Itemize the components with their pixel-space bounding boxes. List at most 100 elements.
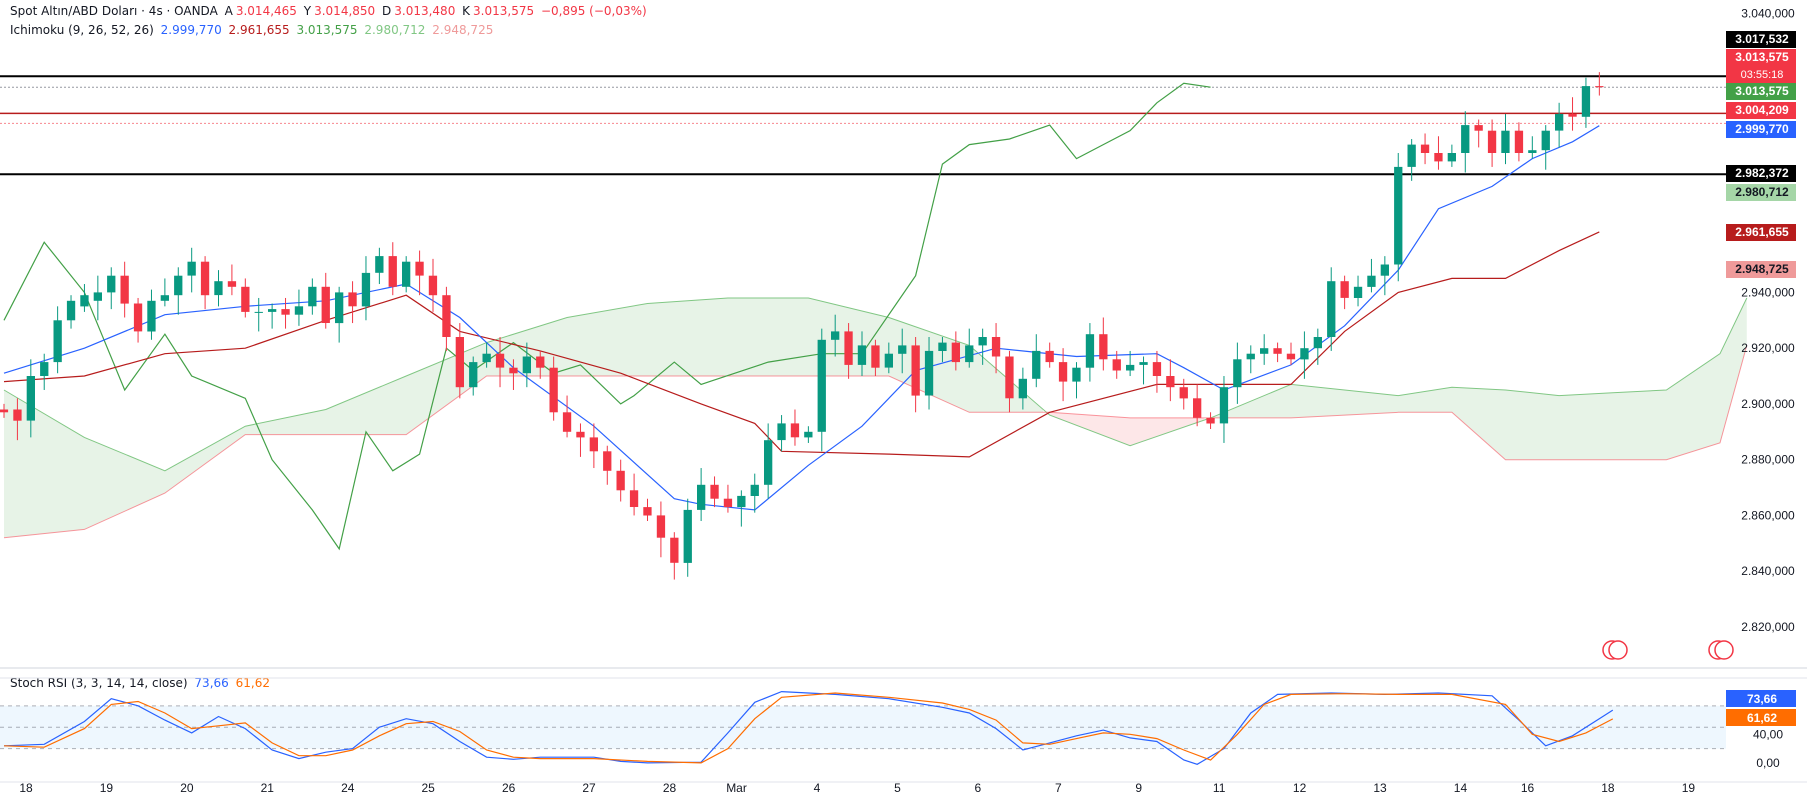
candle-body — [603, 451, 612, 471]
candle-body — [790, 423, 800, 438]
time-axis-tick: 19 — [100, 781, 114, 795]
candle-body — [133, 303, 143, 332]
time-axis-tick: 18 — [1601, 781, 1615, 795]
stoch-value-badge — [1726, 690, 1796, 707]
candle-body — [1528, 150, 1537, 153]
candle-body — [93, 292, 102, 301]
candle-body — [1367, 275, 1376, 287]
candle-body — [737, 495, 746, 508]
candle-body — [308, 286, 317, 307]
high-label: Y — [303, 4, 312, 18]
candle-body — [1568, 113, 1577, 117]
stoch-legend[interactable]: Stoch RSI (3, 3, 14, 14, close) 73,66 61… — [10, 676, 273, 690]
candle-body — [1246, 353, 1255, 360]
time-axis-tick: 16 — [1521, 781, 1535, 795]
price-label-badge — [1726, 261, 1796, 278]
open-value: 3.014,465 — [235, 4, 297, 18]
candle-body — [227, 281, 237, 287]
price-label-text: 2.999,770 — [1735, 122, 1789, 136]
ichimoku-legend[interactable]: Ichimoku (9, 26, 52, 26) 2.999,770 2.961… — [10, 23, 496, 37]
change-value: −0,895 (−0,03%) — [540, 4, 647, 18]
time-axis-tick: 26 — [502, 781, 516, 795]
candle-body — [1032, 350, 1041, 379]
candle-body — [656, 515, 666, 538]
price-label-text: 3.004,209 — [1735, 103, 1789, 117]
candle-body — [750, 484, 759, 496]
price-label-text: 3.013,575 — [1735, 84, 1789, 98]
stoch-axis-tick: 40,00 — [1753, 727, 1783, 741]
candle-body — [978, 337, 987, 346]
candle-body — [965, 345, 974, 363]
event-flag-icon — [1602, 640, 1628, 660]
candle-body — [1501, 130, 1510, 153]
candle-body — [241, 286, 250, 312]
candle-body — [1420, 144, 1430, 153]
candle-body — [589, 437, 598, 452]
candle-body — [1273, 348, 1282, 354]
candle-body — [871, 345, 880, 368]
candle-body — [817, 339, 826, 432]
candle-body — [1085, 334, 1095, 368]
candle-body — [402, 261, 411, 287]
candle-body — [764, 440, 773, 485]
candle-body — [26, 376, 35, 421]
candle-body — [1514, 130, 1524, 153]
candle-body — [1206, 417, 1215, 424]
price-axis-tick: 2.820,000 — [1741, 620, 1795, 634]
price-label-text: 2.948,725 — [1735, 262, 1789, 276]
open-label: A — [224, 4, 233, 18]
candle-body — [522, 356, 531, 374]
candle-body — [1219, 387, 1229, 424]
price-axis-tick: 2.840,000 — [1741, 564, 1795, 578]
candle-body — [294, 306, 304, 315]
candle-body — [348, 292, 357, 307]
senkou-a-value: 2.980,712 — [364, 23, 426, 37]
candle-body — [710, 484, 719, 499]
candle-body — [361, 272, 371, 307]
time-axis-tick: 11 — [1213, 781, 1226, 795]
candle-body — [1260, 348, 1269, 354]
price-label-text: 3.013,575 — [1735, 50, 1789, 64]
candle-body — [53, 320, 62, 363]
candle-body — [107, 275, 116, 293]
candle-body — [375, 256, 384, 273]
candle-body — [804, 431, 813, 438]
low-label: D — [382, 4, 392, 18]
candle-body — [1166, 376, 1175, 388]
price-label-badge — [1726, 121, 1796, 138]
candle-body — [1434, 153, 1443, 162]
symbol-legend[interactable]: Spot Altın/ABD Doları · 4s · OANDA A 3.01… — [10, 4, 650, 18]
stoch-value-badge — [1726, 709, 1796, 726]
candle-body — [1300, 348, 1309, 360]
kijun-sen-line — [3, 231, 1600, 458]
chikou-value: 3.013,575 — [296, 23, 358, 37]
candle-body — [1327, 281, 1336, 337]
candle-body — [576, 431, 585, 438]
candle-body — [1099, 334, 1108, 360]
candle-body — [214, 281, 223, 296]
candle-body — [1461, 125, 1470, 153]
senkou-b-value: 2.948,725 — [432, 23, 494, 37]
time-axis-tick: 5 — [894, 781, 901, 795]
candle-body — [616, 470, 625, 491]
time-axis-tick: 4 — [814, 781, 821, 795]
candle-body — [1286, 353, 1296, 360]
kijun-value: 2.961,655 — [228, 23, 290, 37]
time-axis-tick: 14 — [1454, 781, 1468, 795]
time-axis-tick: 13 — [1373, 781, 1387, 795]
candle-body — [898, 345, 907, 354]
time-axis-tick: 28 — [663, 781, 677, 795]
candle-body — [1045, 350, 1054, 363]
candle-body — [482, 353, 491, 363]
candle-body — [160, 295, 169, 301]
candle-body — [509, 367, 518, 374]
ichimoku-cloud — [4, 298, 1043, 538]
candle-body — [1233, 359, 1242, 388]
stoch-d-line — [3, 692, 1614, 764]
price-label-text: 2.980,712 — [1735, 185, 1789, 199]
price-axis-tick: 2.860,000 — [1741, 508, 1795, 522]
price-label-badge — [1726, 49, 1796, 83]
time-axis-tick: 18 — [19, 781, 33, 795]
candle-body — [562, 412, 572, 432]
